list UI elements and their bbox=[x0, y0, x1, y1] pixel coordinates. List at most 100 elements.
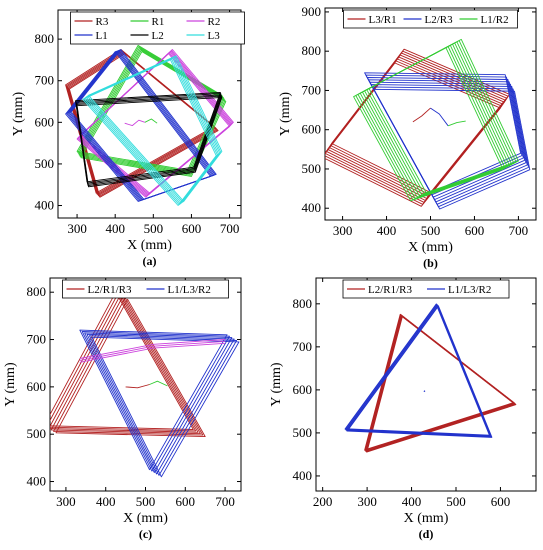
plot-area bbox=[344, 303, 517, 453]
x-tick-label: 300 bbox=[56, 494, 76, 509]
series-line-l2-r1-r3-4 bbox=[50, 293, 197, 432]
x-axis-label: X (mm) bbox=[408, 240, 453, 255]
series-line-l2-r1-r3-1 bbox=[53, 297, 204, 436]
panel-label: (b) bbox=[423, 256, 438, 270]
y-tick-label: 900 bbox=[302, 4, 322, 19]
y-tick-label: 500 bbox=[27, 426, 47, 441]
series-line-l2-r1-r3-5 bbox=[50, 291, 194, 430]
series-line-r3-5 bbox=[68, 53, 219, 198]
series-line-l1-r2-7 bbox=[353, 47, 504, 202]
y-tick-label: 700 bbox=[27, 332, 47, 347]
series-line-l1-3 bbox=[68, 49, 215, 201]
series-line-trajectory-2-0 bbox=[79, 339, 226, 359]
y-tick-label: 800 bbox=[27, 284, 47, 299]
y-tick-label: 500 bbox=[293, 425, 313, 440]
series-line-l3-5 bbox=[82, 59, 217, 206]
plot-frame bbox=[324, 7, 537, 221]
series-line-l1-5 bbox=[70, 49, 217, 200]
legend-entry: L1/L3/R2 bbox=[448, 284, 491, 296]
series-line-trajectory-6-0 bbox=[124, 119, 146, 127]
x-tick-label: 600 bbox=[176, 494, 196, 509]
series-line-l1-2 bbox=[67, 50, 214, 201]
panel-label: (c) bbox=[139, 527, 152, 541]
series-line-l1-l3-r2-2 bbox=[344, 303, 491, 437]
x-tick-label: 600 bbox=[491, 494, 511, 509]
y-tick-label: 800 bbox=[35, 31, 55, 46]
y-axis-label: Y (mm) bbox=[278, 92, 293, 137]
series-line-l1-l3-r2-5 bbox=[91, 336, 240, 478]
plot-frame bbox=[57, 9, 242, 219]
y-tick-label: 500 bbox=[35, 156, 55, 171]
y-tick-label: 400 bbox=[302, 200, 322, 215]
series-line-l2-r1-r3-0 bbox=[364, 313, 515, 451]
y-axis-label: Y (mm) bbox=[3, 362, 18, 407]
x-tick-label: 500 bbox=[136, 494, 156, 509]
panel-b: 300 400 500 600 700 400 500 600 700 800 900 X (mm) Y… bbox=[278, 4, 537, 270]
series-line-l2-4 bbox=[75, 91, 221, 183]
x-tick-label: 200 bbox=[313, 494, 333, 509]
series-line-trajectory-5-0 bbox=[447, 120, 466, 127]
legend-entry: R2 bbox=[208, 16, 221, 28]
y-tick-label: 700 bbox=[302, 82, 322, 97]
series-line-trajectory-3-0 bbox=[125, 384, 150, 389]
legend-entry: L1/R2 bbox=[481, 14, 509, 26]
x-axis-label: X (mm) bbox=[127, 238, 172, 253]
series-line-l2-r1-r3-2 bbox=[50, 296, 201, 435]
x-tick-label: 500 bbox=[421, 223, 441, 238]
legend-entry: L1/L3/R2 bbox=[168, 284, 211, 296]
series-line-l1-4 bbox=[69, 49, 216, 201]
series-line-trajectory-2-0 bbox=[423, 390, 426, 393]
legend-entry: L2/R1/R3 bbox=[368, 284, 413, 296]
panel-d: 200 300 400 500 600 400 500 600 700 800 X (mm) Y (m… bbox=[269, 277, 537, 541]
y-tick-label: 400 bbox=[27, 474, 47, 489]
series-line-l1-l3-r2-0 bbox=[79, 329, 228, 471]
x-axis-label: X (mm) bbox=[123, 511, 168, 526]
legend: L3/R1 L2/R3 L1/R2 bbox=[343, 9, 518, 29]
series-line-trajectory-2-2 bbox=[79, 342, 226, 363]
plot-area bbox=[325, 38, 531, 210]
y-tick-label: 600 bbox=[35, 114, 55, 129]
legend-entry: L3 bbox=[208, 30, 221, 42]
y-tick-label: 500 bbox=[302, 161, 322, 176]
series-line-l1-0 bbox=[65, 51, 211, 202]
y-tick-label: 600 bbox=[293, 382, 313, 397]
y-tick-label: 800 bbox=[293, 296, 313, 311]
plot-frame bbox=[315, 277, 537, 492]
x-axis-label: X (mm) bbox=[404, 511, 449, 526]
series-line-trajectory-4-0 bbox=[149, 380, 168, 387]
legend-entry: L2 bbox=[152, 30, 164, 42]
x-tick-label: 400 bbox=[96, 494, 116, 509]
plot-area bbox=[50, 291, 240, 478]
x-tick-label: 600 bbox=[465, 223, 485, 238]
panel-label: (d) bbox=[419, 527, 434, 541]
x-tick-label: 700 bbox=[215, 494, 235, 509]
series-line-trajectory-4-0 bbox=[430, 107, 449, 127]
y-tick-label: 700 bbox=[35, 73, 55, 88]
y-tick-label: 700 bbox=[293, 339, 313, 354]
y-axis-label: Y (mm) bbox=[11, 92, 26, 137]
panel-a: 300 400 500 600 700 400 500 600 700 800 X (mm) Y (m… bbox=[11, 9, 245, 268]
y-tick-label: 400 bbox=[35, 198, 55, 213]
legend-entry: L3/R1 bbox=[369, 14, 397, 26]
y-tick-label: 800 bbox=[302, 43, 322, 58]
series-line-trajectory-3-0 bbox=[412, 107, 431, 123]
series-line-l2-r1-r3-0 bbox=[55, 298, 206, 438]
series-line-l1-l3-r2-3 bbox=[86, 333, 235, 475]
series-line-l1-l3-r2-2 bbox=[84, 332, 233, 473]
legend-entry: L1 bbox=[96, 30, 108, 42]
x-tick-label: 400 bbox=[377, 223, 397, 238]
x-tick-label: 600 bbox=[182, 221, 202, 236]
x-tick-label: 700 bbox=[220, 221, 240, 236]
legend: R3 R1 R2 L1 L2 L3 bbox=[70, 11, 245, 45]
series-line-l2-r1-r3-3 bbox=[50, 294, 199, 433]
plot-area bbox=[65, 44, 234, 206]
x-tick-label: 400 bbox=[105, 221, 125, 236]
y-tick-label: 600 bbox=[302, 122, 322, 137]
legend: L2/R1/R3 L1/L3/R2 bbox=[62, 279, 229, 299]
x-tick-label: 700 bbox=[509, 223, 529, 238]
x-tick-label: 500 bbox=[446, 494, 466, 509]
x-tick-label: 400 bbox=[402, 494, 422, 509]
panel-label: (a) bbox=[143, 254, 157, 268]
x-tick-label: 300 bbox=[357, 494, 377, 509]
